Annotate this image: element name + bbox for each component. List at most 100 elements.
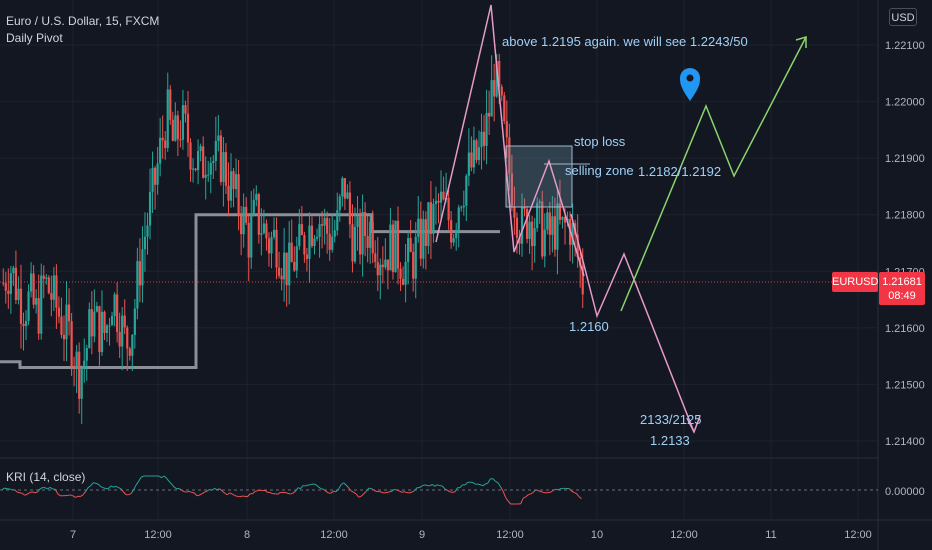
kri-segment (313, 483, 316, 486)
kri-segment (140, 475, 144, 478)
kri-segment (345, 484, 350, 489)
kri-segment (528, 493, 532, 496)
candle-body (209, 163, 212, 175)
candle-body (353, 227, 357, 262)
kri-segment (232, 493, 236, 496)
marker-pin (680, 68, 700, 101)
kri-segment (401, 491, 405, 493)
candle-body (141, 249, 144, 286)
candle-body (581, 266, 584, 295)
time-tick-label: 12:00 (496, 529, 524, 541)
candle-body (212, 160, 215, 164)
candle-body (252, 199, 255, 215)
candle-body (518, 237, 521, 244)
kri-segment (365, 487, 370, 492)
kri-segment (538, 490, 542, 493)
candle-body (45, 277, 48, 279)
candle-body (361, 212, 364, 255)
kri-segment (447, 489, 451, 493)
time-tick-label: 7 (70, 529, 76, 541)
kri-segment (454, 487, 458, 493)
kri-segment (444, 488, 448, 491)
candle-body (563, 216, 567, 223)
last-price-tag: 1.21681 08:49 (879, 272, 925, 305)
candle-body (538, 201, 541, 203)
kri-segment (115, 485, 119, 489)
kri-segment (355, 493, 360, 498)
kri-segment (287, 492, 291, 495)
candle-body (485, 112, 488, 146)
kri-segment (482, 483, 486, 487)
kri-segment (44, 487, 48, 490)
kri-segment (368, 487, 372, 490)
candle-body (346, 192, 349, 199)
currency-button[interactable]: USD (889, 8, 917, 26)
candle-body (450, 220, 453, 243)
candle-body (280, 275, 283, 280)
kri-segment (32, 491, 36, 494)
kri-segment (487, 478, 491, 484)
candle-body (343, 178, 346, 199)
price-tick-label: 1.21900 (885, 153, 925, 165)
candle-body (556, 203, 559, 250)
kri-segment (204, 490, 208, 493)
candle-body (462, 205, 465, 208)
candle-body (247, 222, 250, 258)
candle-body (234, 174, 238, 190)
candle-body (116, 294, 119, 332)
price-tick-label: 1.21600 (885, 323, 925, 335)
kri-segment (315, 484, 319, 488)
candle-body (326, 217, 329, 234)
candle-body (65, 304, 68, 340)
kri-segment (277, 492, 281, 495)
candle-body (432, 203, 435, 234)
kri-segment (434, 484, 438, 487)
candle-body (470, 152, 473, 168)
kri-segment (558, 488, 562, 491)
candle-body (60, 316, 63, 335)
candle-body (313, 238, 316, 247)
kri-segment (189, 490, 192, 493)
kri-segment (505, 497, 509, 502)
kri-segment (318, 486, 322, 490)
candle-body (270, 237, 273, 254)
kri-segment (449, 491, 453, 493)
kri-segment (381, 491, 385, 494)
candle-body (169, 89, 172, 120)
candle-body (197, 151, 200, 171)
candle-body (75, 351, 78, 369)
candle-body (110, 316, 114, 326)
candle-body (62, 334, 66, 340)
candle-body (460, 207, 463, 209)
candle-body (17, 288, 20, 300)
candle-body (222, 152, 225, 183)
candle-body (37, 298, 40, 334)
kri-segment (419, 485, 423, 489)
kri-segment (161, 475, 165, 479)
kri-segment (353, 491, 357, 495)
kri-segment (480, 484, 483, 487)
candle-body (250, 214, 253, 258)
candle-body (293, 261, 296, 271)
candle-body (55, 275, 58, 308)
price-axis[interactable]: 1.214001.215001.216001.217001.218001.219… (885, 40, 925, 498)
candle-body (199, 146, 202, 152)
kri-segment (97, 483, 102, 487)
kri-segment (173, 486, 177, 490)
candle-body (262, 223, 265, 234)
candle-body (219, 135, 222, 183)
kri-segment (424, 484, 428, 486)
time-axis[interactable]: 7 12:00 8 12:00 9 12:00 10 12:00 11 12:00 (70, 529, 872, 541)
candle-body (533, 228, 536, 247)
candle-body (7, 290, 10, 294)
candle-body (98, 306, 101, 353)
kri-segment (396, 489, 400, 492)
kri-segment (295, 487, 299, 492)
kri-segment (19, 492, 23, 494)
kri-segment (464, 482, 468, 486)
price-tick-label: 1.21800 (885, 210, 925, 222)
candle-body (57, 307, 61, 317)
candle-body (338, 196, 341, 211)
candle-body (126, 327, 129, 349)
